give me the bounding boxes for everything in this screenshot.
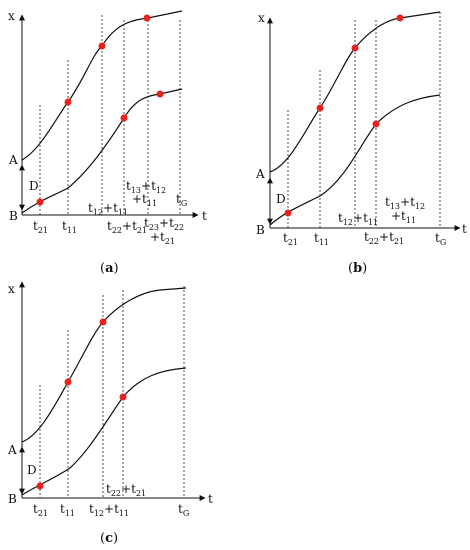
- tick-t12-t11-a: t12+t11: [88, 201, 128, 217]
- label-B-b: B: [256, 223, 265, 237]
- tick-plus-t11-a: +t11: [132, 192, 157, 208]
- tick-tG-b: tG: [435, 231, 446, 247]
- tick-t12-t11-c: t12+t11: [89, 502, 129, 518]
- tick-t11-c: t11: [60, 502, 75, 518]
- t-axis-label-a: t: [202, 209, 207, 223]
- tick-t13-t12-b: t13+t12: [385, 195, 425, 211]
- curve-upper-b: [269, 11, 441, 173]
- tick-t12-t11-b: t12+t11: [338, 211, 378, 227]
- x-axis-label-b: x: [258, 11, 265, 25]
- x-axis-label-c: x: [8, 282, 15, 296]
- tick-t21-a: t21: [33, 219, 48, 235]
- curve-lower-c: [21, 367, 187, 496]
- label-D-b: D: [276, 192, 286, 206]
- guide-lines-a: [39, 15, 181, 215]
- curve-upper-a: [21, 10, 183, 161]
- label-B-c: B: [8, 492, 17, 506]
- label-D-a: D: [29, 179, 39, 193]
- tick-t21-c: t21: [33, 502, 48, 518]
- tick-t21-b: t21: [283, 231, 298, 247]
- tick-plus-t21-a: +t21: [150, 230, 175, 246]
- tick-t13-t12-a: t13+t12: [126, 179, 166, 195]
- points-a: [36, 14, 164, 206]
- caption-c: (c): [100, 531, 118, 546]
- label-A-a: A: [8, 153, 18, 167]
- caption-a: (a): [100, 261, 119, 276]
- tick-t22-t21-a: t22+t21: [107, 219, 147, 235]
- tick-t11-b: t11: [314, 231, 329, 247]
- curve-upper-c: [21, 287, 187, 443]
- panel-a: x t A B D t21 t11 t12+t: [8, 9, 207, 276]
- points-b: [284, 14, 404, 217]
- tick-tG-c: tG: [178, 502, 189, 518]
- points-c: [36, 318, 127, 490]
- tick-tG-a: tG: [176, 192, 187, 208]
- label-A-b: A: [255, 167, 265, 181]
- panel-b: x t A B D t21 t11 t12+t11 t13+t12 +t11 t…: [255, 11, 467, 276]
- curve-lower-a: [21, 88, 183, 214]
- caption-b: (b): [348, 261, 367, 276]
- tick-plus-t11-b: +t11: [391, 209, 416, 225]
- tick-t22-t21-c: t22+t21: [106, 482, 146, 498]
- tick-t11-a: t11: [62, 219, 77, 235]
- x-axis-label-a: x: [8, 9, 15, 23]
- tick-t22-t21-b: t22+t21: [364, 230, 404, 246]
- panel-c: x t A B D t21 t11 t12+t11 t22+t21 tG (c): [7, 281, 213, 546]
- label-D-c: D: [27, 463, 37, 477]
- guide-lines-b: [287, 12, 441, 228]
- label-B-a: B: [9, 209, 18, 223]
- curve-lower-b: [269, 94, 441, 226]
- label-A-c: A: [7, 443, 17, 457]
- t-axis-label-b: t: [462, 222, 467, 236]
- tick-t23-t22-a: t23+t22: [144, 216, 184, 232]
- t-axis-label-c: t: [208, 492, 213, 506]
- guide-lines-c: [39, 286, 185, 498]
